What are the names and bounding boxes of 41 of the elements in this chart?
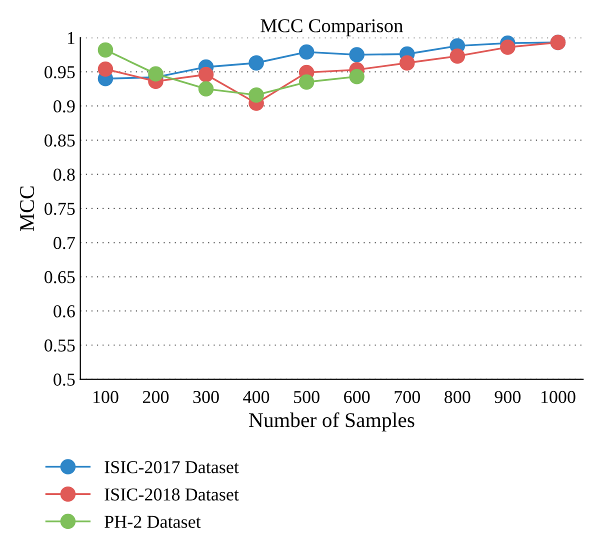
legend-label: ISIC-2017 Dataset <box>104 461 239 474</box>
point <box>298 44 314 60</box>
point <box>500 40 516 55</box>
point <box>248 55 264 71</box>
x-tick-label: 800 <box>444 390 470 404</box>
x-tick-label: 600 <box>344 390 370 404</box>
y-tick-label: 0.5 <box>54 374 75 386</box>
x-axis-title: Number of Samples <box>248 412 414 432</box>
y-tick-label: 0.65 <box>44 271 75 284</box>
x-tick-label: 900 <box>494 390 521 404</box>
point <box>399 55 415 71</box>
x-tick-label: 300 <box>193 390 219 404</box>
point <box>349 68 364 84</box>
point <box>349 47 364 62</box>
x-tick-label: 500 <box>294 390 320 404</box>
y-tick-label: 0.7 <box>54 236 75 250</box>
y-tick-label: 0.8 <box>54 168 75 181</box>
y-tick-label: 0.9 <box>54 100 75 113</box>
x-tick-label: 400 <box>243 390 270 404</box>
point <box>298 74 314 90</box>
y-tick-label: 1 <box>68 32 74 44</box>
point <box>98 42 114 58</box>
point <box>148 66 164 82</box>
chart-title: MCC Comparison <box>260 19 403 36</box>
x-tick-label: 200 <box>142 390 169 404</box>
legend-label: ISIC-2018 Dataset <box>104 488 239 501</box>
y-tick-label: 0.85 <box>44 134 75 147</box>
y-tick-label: 0.75 <box>44 202 75 215</box>
x-tick-label: 100 <box>94 390 118 404</box>
point <box>98 61 114 77</box>
y-tick-label: 0.6 <box>54 305 75 318</box>
point <box>248 87 264 103</box>
legend-label: PH-2 Dataset <box>104 516 201 528</box>
x-tick-label: 1000 <box>541 390 576 404</box>
point <box>450 48 466 64</box>
point <box>198 66 214 82</box>
x-tick-label: 700 <box>394 390 420 404</box>
y-tick-label: 0.55 <box>44 339 75 352</box>
y-axis-title: MCC <box>20 186 34 232</box>
point <box>198 81 214 97</box>
y-tick-label: 0.95 <box>44 66 75 78</box>
